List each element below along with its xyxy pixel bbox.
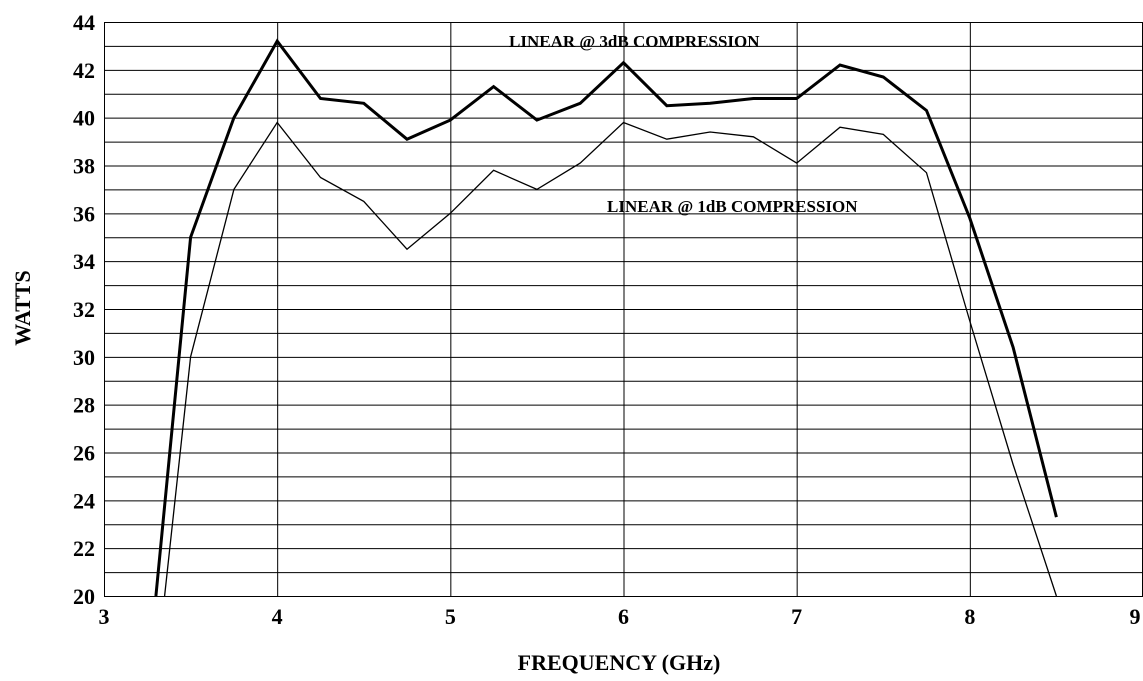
grid-lines: [104, 22, 1143, 597]
annotation-1db: LINEAR @ 1dB COMPRESSION: [607, 197, 858, 216]
y-tick-label: 42: [73, 58, 95, 83]
y-tick-label: 32: [73, 297, 95, 322]
series-lines: [154, 38, 1058, 597]
x-tick-label: 3: [99, 604, 110, 629]
y-tick-label: 24: [73, 488, 95, 513]
x-tick-label: 6: [618, 604, 629, 629]
y-tick-label: 22: [73, 536, 95, 561]
x-tick-label: 8: [964, 604, 975, 629]
y-tick-label: 26: [73, 441, 95, 466]
annotation-3db: LINEAR @ 3dB COMPRESSION: [509, 32, 760, 51]
x-tick-label: 4: [272, 604, 283, 629]
y-tick-label: 38: [73, 154, 95, 179]
x-tick-label: 5: [445, 604, 456, 629]
y-tick-label: 34: [73, 249, 95, 274]
y-tick-label: 30: [73, 345, 95, 370]
series-line-3db: [154, 38, 1058, 597]
x-tick-label: 7: [791, 604, 802, 629]
y-axis-label: WATTS: [10, 270, 35, 345]
y-tick-label: 40: [73, 106, 95, 131]
y-tick-label: 28: [73, 393, 95, 418]
series-line-1db: [163, 121, 1058, 597]
x-axis-label: FREQUENCY (GHz): [518, 650, 721, 675]
y-tick-label: 36: [73, 201, 95, 226]
x-tick-label: 9: [1130, 604, 1141, 629]
y-tick-label: 20: [73, 584, 95, 609]
y-tick-label: 44: [73, 10, 95, 35]
